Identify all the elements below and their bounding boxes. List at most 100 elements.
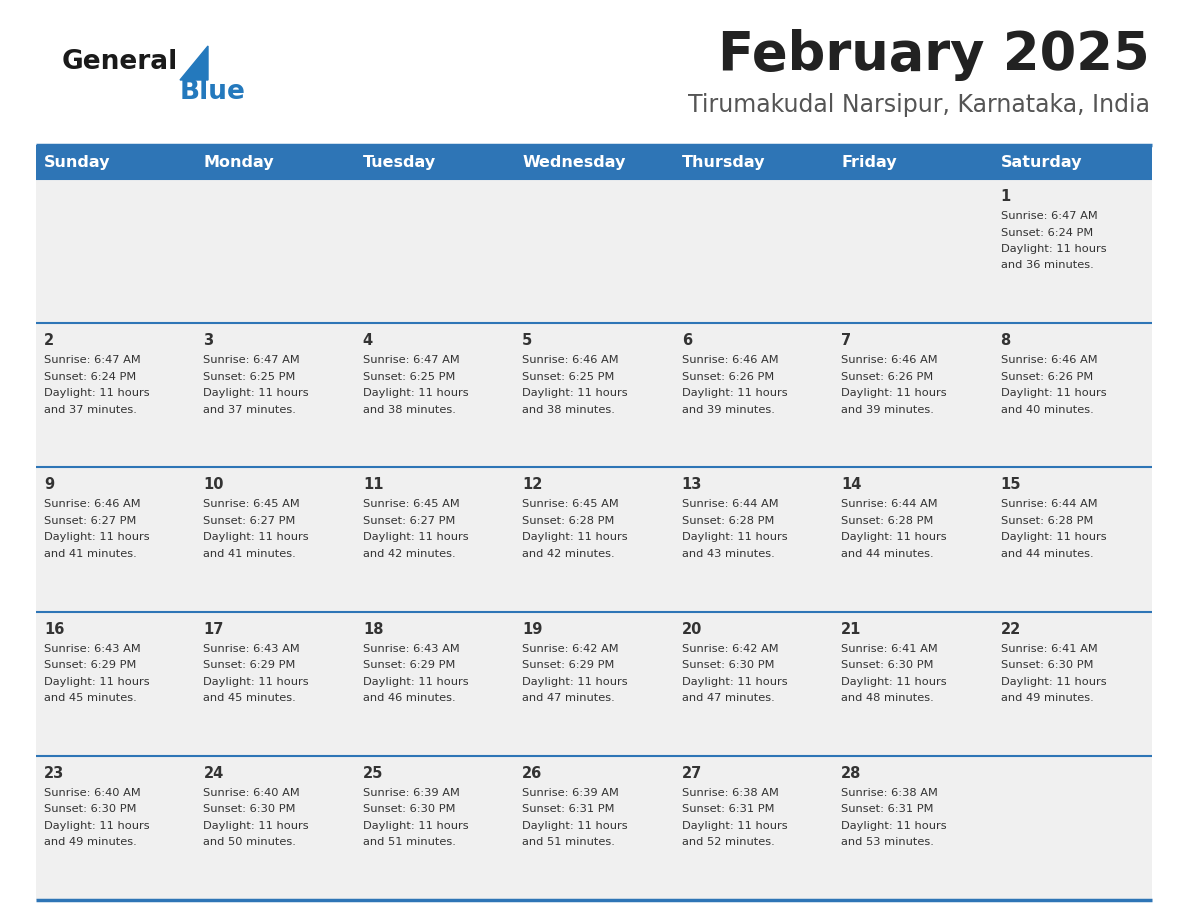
Text: Sunset: 6:30 PM: Sunset: 6:30 PM [682, 660, 775, 670]
Text: 21: 21 [841, 621, 861, 636]
Text: 4: 4 [362, 333, 373, 348]
Bar [833, 467, 992, 611]
Bar [36, 756, 196, 900]
Text: Sunset: 6:30 PM: Sunset: 6:30 PM [203, 804, 296, 814]
Text: and 41 minutes.: and 41 minutes. [44, 549, 137, 559]
Text: and 38 minutes.: and 38 minutes. [362, 405, 456, 415]
Text: 7: 7 [841, 333, 852, 348]
Text: Sunset: 6:27 PM: Sunset: 6:27 PM [362, 516, 455, 526]
Text: Sunset: 6:30 PM: Sunset: 6:30 PM [362, 804, 455, 814]
Text: Sunrise: 6:43 AM: Sunrise: 6:43 AM [362, 644, 460, 654]
Text: Sunrise: 6:47 AM: Sunrise: 6:47 AM [44, 355, 140, 365]
Text: Sunset: 6:24 PM: Sunset: 6:24 PM [44, 372, 137, 382]
Text: and 38 minutes.: and 38 minutes. [523, 405, 615, 415]
Bar [833, 323, 992, 467]
Text: Sunrise: 6:40 AM: Sunrise: 6:40 AM [203, 788, 301, 798]
Bar [833, 179, 992, 323]
Bar [992, 611, 1152, 756]
Bar [196, 145, 355, 179]
Bar [196, 179, 355, 323]
Text: 13: 13 [682, 477, 702, 492]
Text: Daylight: 11 hours: Daylight: 11 hours [682, 821, 788, 831]
Text: Sunset: 6:25 PM: Sunset: 6:25 PM [523, 372, 614, 382]
Text: Sunrise: 6:43 AM: Sunrise: 6:43 AM [203, 644, 301, 654]
Text: Daylight: 11 hours: Daylight: 11 hours [44, 821, 150, 831]
Text: Sunset: 6:25 PM: Sunset: 6:25 PM [203, 372, 296, 382]
Bar [196, 323, 355, 467]
Text: Sunset: 6:30 PM: Sunset: 6:30 PM [1000, 660, 1093, 670]
Text: and 49 minutes.: and 49 minutes. [44, 837, 137, 847]
Text: and 52 minutes.: and 52 minutes. [682, 837, 775, 847]
Bar [514, 323, 674, 467]
Bar [674, 323, 833, 467]
Text: Friday: Friday [841, 154, 897, 170]
Text: 3: 3 [203, 333, 214, 348]
Bar [514, 179, 674, 323]
Text: Sunrise: 6:39 AM: Sunrise: 6:39 AM [362, 788, 460, 798]
Text: Daylight: 11 hours: Daylight: 11 hours [841, 532, 947, 543]
Text: and 42 minutes.: and 42 minutes. [362, 549, 455, 559]
Text: 23: 23 [44, 766, 64, 781]
Text: Sunrise: 6:44 AM: Sunrise: 6:44 AM [682, 499, 778, 509]
Text: and 46 minutes.: and 46 minutes. [362, 693, 455, 703]
Text: 6: 6 [682, 333, 691, 348]
Text: Sunrise: 6:47 AM: Sunrise: 6:47 AM [203, 355, 301, 365]
Bar [196, 756, 355, 900]
Text: and 42 minutes.: and 42 minutes. [523, 549, 615, 559]
Text: 11: 11 [362, 477, 384, 492]
Text: Sunset: 6:31 PM: Sunset: 6:31 PM [523, 804, 614, 814]
Text: Sunrise: 6:41 AM: Sunrise: 6:41 AM [1000, 644, 1098, 654]
Text: Daylight: 11 hours: Daylight: 11 hours [203, 388, 309, 398]
Text: Sunrise: 6:46 AM: Sunrise: 6:46 AM [841, 355, 937, 365]
Bar [196, 467, 355, 611]
Bar [36, 611, 196, 756]
Text: 20: 20 [682, 621, 702, 636]
Text: Sunset: 6:28 PM: Sunset: 6:28 PM [682, 516, 775, 526]
Text: 16: 16 [44, 621, 64, 636]
Text: Sunset: 6:30 PM: Sunset: 6:30 PM [841, 660, 934, 670]
Text: Sunset: 6:28 PM: Sunset: 6:28 PM [841, 516, 934, 526]
Bar [833, 611, 992, 756]
Text: Sunrise: 6:42 AM: Sunrise: 6:42 AM [523, 644, 619, 654]
Text: Daylight: 11 hours: Daylight: 11 hours [1000, 532, 1106, 543]
Text: Sunset: 6:26 PM: Sunset: 6:26 PM [1000, 372, 1093, 382]
Bar [355, 323, 514, 467]
Text: Sunset: 6:27 PM: Sunset: 6:27 PM [44, 516, 137, 526]
Text: Thursday: Thursday [682, 154, 765, 170]
Text: Daylight: 11 hours: Daylight: 11 hours [523, 677, 628, 687]
Text: Blue: Blue [181, 79, 246, 105]
Text: and 47 minutes.: and 47 minutes. [523, 693, 615, 703]
Text: Tirumakudal Narsipur, Karnataka, India: Tirumakudal Narsipur, Karnataka, India [688, 93, 1150, 117]
Bar [674, 179, 833, 323]
Text: Sunset: 6:29 PM: Sunset: 6:29 PM [523, 660, 614, 670]
Text: Daylight: 11 hours: Daylight: 11 hours [203, 677, 309, 687]
Text: and 44 minutes.: and 44 minutes. [1000, 549, 1093, 559]
Bar [833, 145, 992, 179]
Text: Sunrise: 6:41 AM: Sunrise: 6:41 AM [841, 644, 937, 654]
Text: Daylight: 11 hours: Daylight: 11 hours [682, 388, 788, 398]
Text: 18: 18 [362, 621, 384, 636]
Text: 26: 26 [523, 766, 543, 781]
Text: Sunset: 6:28 PM: Sunset: 6:28 PM [1000, 516, 1093, 526]
Text: Daylight: 11 hours: Daylight: 11 hours [841, 821, 947, 831]
Text: Sunset: 6:31 PM: Sunset: 6:31 PM [841, 804, 934, 814]
Bar [833, 756, 992, 900]
Text: Daylight: 11 hours: Daylight: 11 hours [362, 821, 468, 831]
Text: Daylight: 11 hours: Daylight: 11 hours [362, 677, 468, 687]
Text: Daylight: 11 hours: Daylight: 11 hours [1000, 244, 1106, 254]
Text: and 49 minutes.: and 49 minutes. [1000, 693, 1093, 703]
Text: Sunrise: 6:47 AM: Sunrise: 6:47 AM [362, 355, 460, 365]
Text: Tuesday: Tuesday [362, 154, 436, 170]
Text: Sunset: 6:31 PM: Sunset: 6:31 PM [682, 804, 775, 814]
Text: Daylight: 11 hours: Daylight: 11 hours [523, 532, 628, 543]
Text: Sunrise: 6:46 AM: Sunrise: 6:46 AM [1000, 355, 1098, 365]
Bar [36, 145, 196, 179]
Text: and 50 minutes.: and 50 minutes. [203, 837, 296, 847]
Text: Daylight: 11 hours: Daylight: 11 hours [682, 532, 788, 543]
Text: and 45 minutes.: and 45 minutes. [203, 693, 296, 703]
Text: Sunrise: 6:46 AM: Sunrise: 6:46 AM [523, 355, 619, 365]
Text: Sunrise: 6:47 AM: Sunrise: 6:47 AM [1000, 211, 1098, 221]
Text: Wednesday: Wednesday [523, 154, 626, 170]
Bar [355, 756, 514, 900]
Text: and 39 minutes.: and 39 minutes. [682, 405, 775, 415]
